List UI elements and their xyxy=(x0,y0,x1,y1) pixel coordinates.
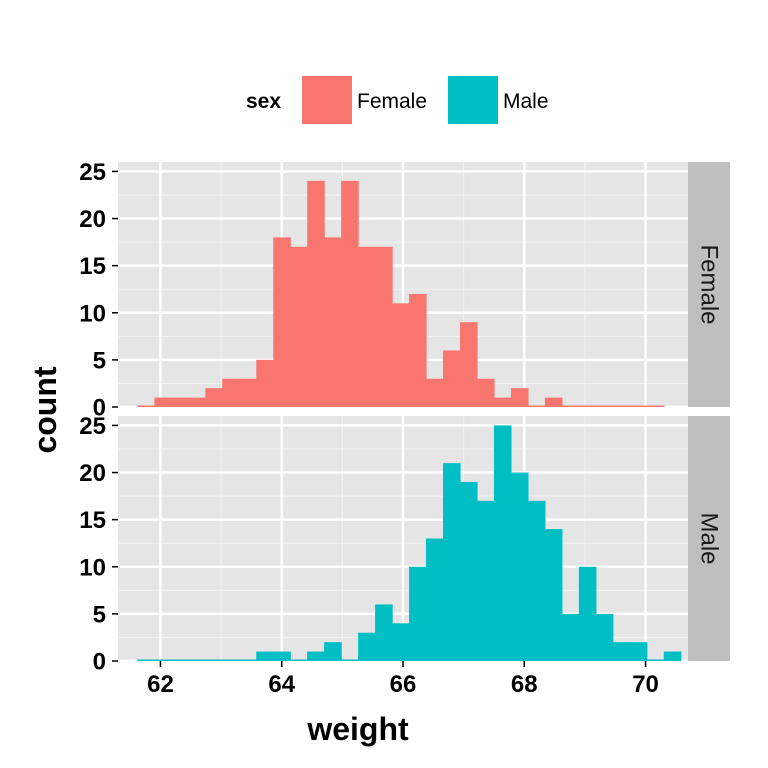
histogram-bar-female xyxy=(290,246,308,407)
histogram-bar-female xyxy=(578,405,597,407)
histogram-bar-male xyxy=(663,651,682,661)
legend-key-female xyxy=(302,76,352,124)
y-tick-label: 20 xyxy=(79,460,106,487)
histogram-bar-male xyxy=(375,604,393,661)
histogram-bar-female xyxy=(544,397,563,407)
histogram-bar-female xyxy=(188,397,206,407)
histogram-bar-male xyxy=(426,538,444,661)
histogram-bar-male xyxy=(561,613,580,661)
histogram-bar-female xyxy=(510,388,529,407)
histogram-bar-female xyxy=(273,237,291,407)
y-tick-label: 0 xyxy=(93,395,106,422)
histogram-bar-male xyxy=(629,642,648,661)
histogram-bar-female xyxy=(409,293,427,407)
histogram-bar-male xyxy=(493,425,512,661)
y-tick-label: 0 xyxy=(93,649,106,676)
x-tick-label: 66 xyxy=(390,671,417,698)
histogram-bar-male xyxy=(205,659,223,661)
histogram-bar-male xyxy=(646,659,665,661)
x-tick-label: 62 xyxy=(147,671,174,698)
panel-male: 0 5 10 15 20 25 Male xyxy=(79,413,730,676)
legend-label-female: Female xyxy=(357,90,427,113)
x-axis-ticks: 62 64 66 68 70 xyxy=(147,661,659,698)
histogram-bar-male xyxy=(273,651,291,661)
histogram-bar-male xyxy=(392,623,410,661)
legend-key-male xyxy=(448,76,498,124)
histogram-bar-male xyxy=(527,500,546,661)
facet-strip-label-female: Female xyxy=(696,244,723,324)
histogram-bar-male xyxy=(154,659,172,661)
x-tick-label: 70 xyxy=(632,671,659,698)
histogram-bar-female xyxy=(392,303,410,407)
histogram-bar-female xyxy=(460,322,478,407)
histogram-bar-female xyxy=(612,405,631,407)
histogram-bar-female xyxy=(443,350,461,407)
histogram-bar-female xyxy=(256,359,274,407)
histogram-bar-female xyxy=(527,405,546,407)
legend: sex Female Male xyxy=(246,76,549,124)
histogram-bar-female xyxy=(561,405,580,407)
y-tick-label: 20 xyxy=(79,206,106,233)
y-axis-title: count xyxy=(27,366,63,453)
facet-strip-male xyxy=(688,416,730,661)
histogram-bar-female xyxy=(205,388,223,407)
histogram-bar-female xyxy=(629,405,648,407)
facet-strip-label-male: Male xyxy=(696,512,723,564)
y-tick-label: 25 xyxy=(79,159,106,186)
histogram-bar-female xyxy=(358,246,376,407)
histogram-bar-male xyxy=(578,566,597,661)
y-tick-label: 10 xyxy=(79,554,106,581)
histogram-bar-female xyxy=(595,405,614,407)
histogram-bar-male xyxy=(222,659,240,661)
histogram-bar-male xyxy=(612,642,631,661)
histogram-bar-female xyxy=(307,180,325,407)
facet-strip-female xyxy=(688,162,730,407)
histogram-bar-male xyxy=(341,659,359,661)
histogram-bar-male xyxy=(171,659,189,661)
histogram-bar-female xyxy=(171,397,189,407)
histogram-bar-male xyxy=(324,642,342,661)
histogram-bar-male xyxy=(544,529,563,661)
histogram-bar-male xyxy=(137,659,155,661)
y-tick-label: 15 xyxy=(79,507,106,534)
y-tick-label: 5 xyxy=(93,347,106,374)
panel-female: 0 5 10 15 20 25 Female xyxy=(79,159,730,422)
x-tick-label: 68 xyxy=(511,671,538,698)
legend-label-male: Male xyxy=(503,90,549,113)
histogram-bar-female xyxy=(426,378,444,407)
histogram-bar-male xyxy=(510,472,529,661)
y-tick-label: 5 xyxy=(93,601,106,628)
histogram-bar-female xyxy=(137,405,155,407)
histogram-bar-female xyxy=(476,378,495,407)
histogram-bar-female xyxy=(222,378,240,407)
histogram-bar-female xyxy=(324,237,342,407)
y-tick-label: 25 xyxy=(79,413,106,440)
histogram-bar-male xyxy=(460,481,478,661)
histogram-bar-male xyxy=(476,500,495,661)
histogram-bar-female xyxy=(493,397,512,407)
x-tick-label: 64 xyxy=(268,671,295,698)
histogram-bar-female xyxy=(239,378,257,407)
facet-panels: 0 5 10 15 20 25 Female 0 5 10 15 20 25 Male xyxy=(79,159,730,676)
histogram-bar-female xyxy=(341,180,359,407)
histogram-bar-male xyxy=(307,651,325,661)
histogram-bar-male xyxy=(358,632,376,661)
histogram-bar-male xyxy=(239,659,257,661)
histogram-bar-female xyxy=(375,246,393,407)
histogram-bar-female xyxy=(154,397,172,407)
histogram-bar-male xyxy=(188,659,206,661)
y-tick-label: 15 xyxy=(79,253,106,280)
y-tick-label: 10 xyxy=(79,300,106,327)
histogram-bar-male xyxy=(256,651,274,661)
histogram-bar-male xyxy=(290,659,308,661)
histogram-bar-male xyxy=(409,566,427,661)
histogram-bar-male xyxy=(595,613,614,661)
x-axis-title: weight xyxy=(306,711,409,747)
legend-title: sex xyxy=(246,90,281,113)
histogram-bar-female xyxy=(646,405,665,407)
histogram-bar-male xyxy=(443,463,461,661)
